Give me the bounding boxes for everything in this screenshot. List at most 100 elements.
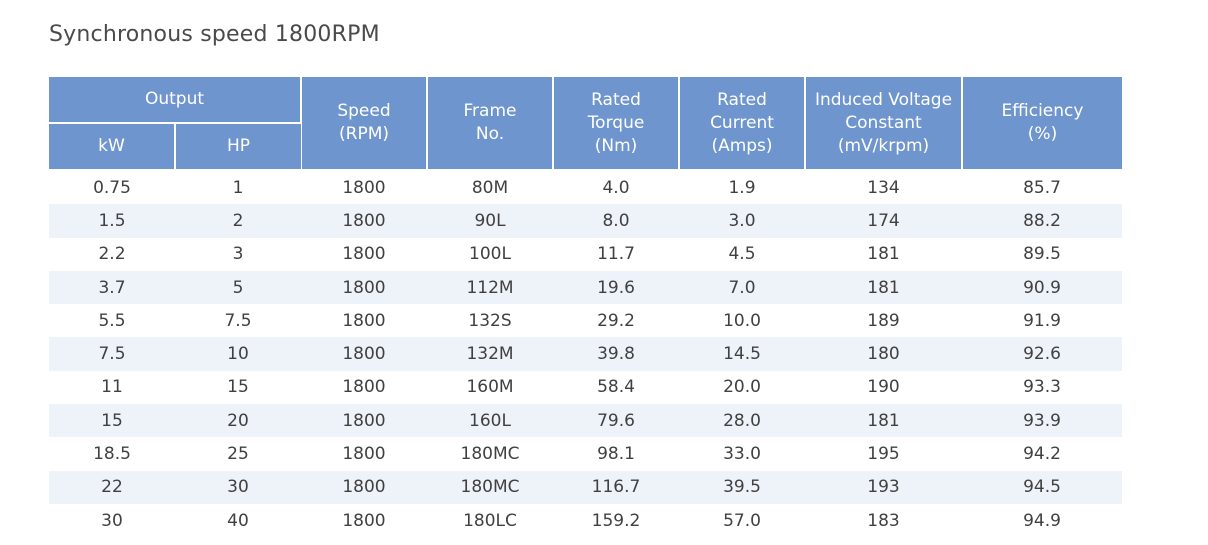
cell-efficiency: 91.9 xyxy=(962,304,1122,338)
cell-efficiency: 90.9 xyxy=(962,270,1122,305)
header-rated-current: Rated Current (Amps) xyxy=(679,77,806,171)
cell-current: 4.5 xyxy=(679,237,805,271)
cell-kw: 30 xyxy=(49,503,175,538)
spec-table: Output Speed (RPM) Frame No. Rated Torqu… xyxy=(49,77,1122,538)
cell-torque: 11.7 xyxy=(553,237,679,271)
table-row: 7.5 10 1800 132M 39.8 14.5 180 92.6 xyxy=(49,337,1122,371)
cell-ivc: 180 xyxy=(805,337,962,371)
cell-speed: 1800 xyxy=(301,370,427,405)
cell-efficiency: 85.7 xyxy=(962,170,1122,205)
header-ivc-line: Constant xyxy=(845,112,922,133)
header-induced-voltage: Induced Voltage Constant (mV/krpm) xyxy=(805,77,963,171)
cell-efficiency: 94.5 xyxy=(962,470,1122,504)
cell-hp: 10 xyxy=(175,337,301,371)
cell-speed: 1800 xyxy=(301,503,427,538)
cell-speed: 1800 xyxy=(301,337,427,371)
cell-efficiency: 94.9 xyxy=(962,503,1122,538)
cell-efficiency: 94.2 xyxy=(962,437,1122,471)
header-speed-line: Speed xyxy=(337,101,391,121)
cell-kw: 15 xyxy=(49,404,175,438)
header-ivc-line: Induced Voltage xyxy=(814,89,953,110)
cell-efficiency: 92.6 xyxy=(962,337,1122,371)
cell-ivc: 183 xyxy=(805,503,962,538)
cell-current: 14.5 xyxy=(679,337,805,371)
cell-current: 1.9 xyxy=(679,170,805,205)
cell-frame: 160M xyxy=(427,370,553,405)
cell-ivc: 181 xyxy=(805,404,962,438)
header-torque-line: Torque xyxy=(587,112,645,133)
header-hp: HP xyxy=(175,123,301,171)
table-row: 2.2 3 1800 100L 11.7 4.5 181 89.5 xyxy=(49,237,1122,271)
cell-torque: 39.8 xyxy=(553,337,679,371)
header-frame-line: Frame xyxy=(463,101,517,121)
header-output: Output xyxy=(49,77,302,124)
cell-torque: 29.2 xyxy=(553,304,679,338)
cell-hp: 30 xyxy=(175,470,301,504)
cell-torque: 98.1 xyxy=(553,437,679,471)
cell-efficiency: 93.3 xyxy=(962,370,1122,405)
cell-kw: 1.5 xyxy=(49,204,175,238)
header-frame-line: No. xyxy=(475,124,505,144)
header-efficiency-line: Efficiency xyxy=(1001,101,1084,121)
cell-speed: 1800 xyxy=(301,204,427,238)
cell-frame: 90L xyxy=(427,204,553,238)
header-speed-line: (RPM) xyxy=(339,124,389,144)
cell-speed: 1800 xyxy=(301,237,427,271)
header-current-line: Current xyxy=(710,112,774,133)
cell-current: 57.0 xyxy=(679,503,805,538)
cell-frame: 100L xyxy=(427,237,553,271)
cell-kw: 22 xyxy=(49,470,175,504)
header-rated-torque: Rated Torque (Nm) xyxy=(553,77,680,171)
cell-kw: 18.5 xyxy=(49,437,175,471)
table-row: 3.7 5 1800 112M 19.6 7.0 181 90.9 xyxy=(49,270,1122,305)
cell-current: 10.0 xyxy=(679,304,805,338)
cell-hp: 5 xyxy=(175,270,301,305)
cell-current: 7.0 xyxy=(679,270,805,305)
cell-torque: 4.0 xyxy=(553,170,679,205)
cell-ivc: 174 xyxy=(805,204,962,238)
cell-frame: 112M xyxy=(427,270,553,305)
cell-speed: 1800 xyxy=(301,170,427,205)
cell-frame: 132M xyxy=(427,337,553,371)
cell-kw: 11 xyxy=(49,370,175,405)
cell-speed: 1800 xyxy=(301,404,427,438)
header-kw: kW xyxy=(49,123,176,171)
table-row: 1.5 2 1800 90L 8.0 3.0 174 88.2 xyxy=(49,204,1122,238)
cell-kw: 5.5 xyxy=(49,304,175,338)
cell-frame: 80M xyxy=(427,170,553,205)
cell-hp: 40 xyxy=(175,503,301,538)
cell-speed: 1800 xyxy=(301,270,427,305)
cell-torque: 79.6 xyxy=(553,404,679,438)
cell-torque: 159.2 xyxy=(553,503,679,538)
cell-current: 28.0 xyxy=(679,404,805,438)
table-body: 0.75 1 1800 80M 4.0 1.9 134 85.7 1.5 2 1800 90L 8.0 3… xyxy=(49,170,1122,538)
header-speed: Speed (RPM) xyxy=(301,77,428,171)
table-row: 5.5 7.5 1800 132S 29.2 10.0 189 91.9 xyxy=(49,304,1122,338)
cell-kw: 3.7 xyxy=(49,270,175,305)
table-row: 30 40 1800 180LC 159.2 57.0 183 94.9 xyxy=(49,503,1122,538)
cell-current: 20.0 xyxy=(679,370,805,405)
cell-hp: 20 xyxy=(175,404,301,438)
cell-frame: 180MC xyxy=(427,437,553,471)
cell-current: 33.0 xyxy=(679,437,805,471)
header-current-line: (Amps) xyxy=(711,135,773,156)
cell-hp: 2 xyxy=(175,204,301,238)
cell-ivc: 181 xyxy=(805,237,962,271)
table-row: 22 30 1800 180MC 116.7 39.5 193 94.5 xyxy=(49,470,1122,504)
cell-efficiency: 93.9 xyxy=(962,404,1122,438)
cell-speed: 1800 xyxy=(301,437,427,471)
cell-ivc: 189 xyxy=(805,304,962,338)
table-row: 11 15 1800 160M 58.4 20.0 190 93.3 xyxy=(49,370,1122,405)
cell-ivc: 181 xyxy=(805,270,962,305)
cell-frame: 180LC xyxy=(427,503,553,538)
cell-ivc: 134 xyxy=(805,170,962,205)
cell-frame: 132S xyxy=(427,304,553,338)
cell-kw: 0.75 xyxy=(49,170,175,205)
cell-torque: 58.4 xyxy=(553,370,679,405)
page-title: Synchronous speed 1800RPM xyxy=(49,22,380,47)
header-efficiency: Efficiency (%) xyxy=(962,77,1122,171)
cell-torque: 116.7 xyxy=(553,470,679,504)
header-torque-line: (Nm) xyxy=(594,135,638,156)
table-row: 0.75 1 1800 80M 4.0 1.9 134 85.7 xyxy=(49,170,1122,205)
cell-efficiency: 89.5 xyxy=(962,237,1122,271)
